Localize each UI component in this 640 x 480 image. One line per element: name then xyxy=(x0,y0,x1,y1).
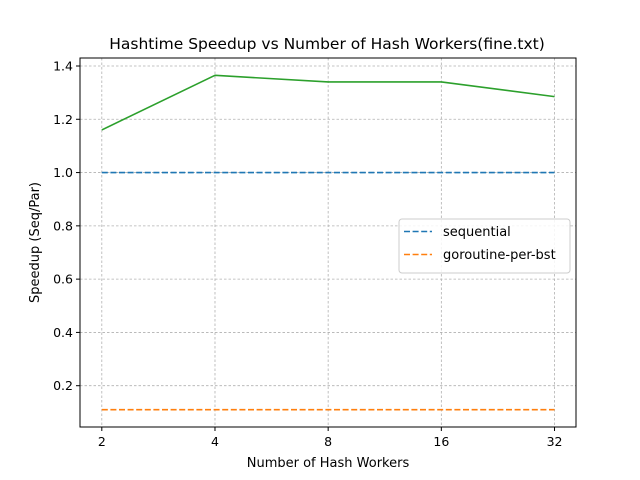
y-tick-label: 0.8 xyxy=(53,218,73,233)
x-tick-label: 16 xyxy=(433,434,449,449)
y-tick-label: 1.2 xyxy=(53,112,73,127)
series-layer xyxy=(101,74,555,411)
x-tick-label: 2 xyxy=(98,434,106,449)
y-tick-label: 0.2 xyxy=(53,378,73,393)
y-axis-label: Speedup (Seq/Par) xyxy=(28,182,43,303)
x-tick-label: 8 xyxy=(324,434,332,449)
legend-label-goroutine-per-bst: goroutine-per-bst xyxy=(443,248,556,263)
series-line-series-3 xyxy=(101,74,555,131)
legend-label-sequential: sequential xyxy=(443,225,511,240)
ticks: 2 4 8 16 32 0.2 0.4 0.6 0.8 1.0 1.2 1.4 xyxy=(53,58,562,449)
y-tick-label: 1.4 xyxy=(53,58,73,73)
legend-box xyxy=(398,218,571,274)
x-axis-label: Number of Hash Workers xyxy=(247,456,410,471)
x-tick-label: 32 xyxy=(547,434,563,449)
y-tick-label: 1.0 xyxy=(53,165,73,180)
chart-title: Hashtime Speedup vs Number of Hash Worke… xyxy=(109,35,545,53)
x-tick-label: 4 xyxy=(211,434,219,449)
y-tick-label: 0.4 xyxy=(53,325,73,340)
y-tick-label: 0.6 xyxy=(53,272,73,287)
legend: sequential goroutine-per-bst xyxy=(398,218,571,274)
